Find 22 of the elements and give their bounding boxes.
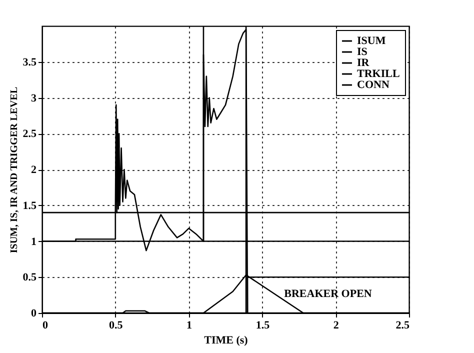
x-tick-label: 2.5 (396, 320, 410, 332)
legend-label: IS (357, 46, 368, 58)
x-tick-label: 0.5 (109, 320, 124, 332)
y-tick-label: 2.5 (22, 128, 37, 140)
x-tick-label: 1.5 (256, 320, 270, 332)
y-tick-label: 2 (31, 164, 37, 176)
annotation: BREAKER OPEN (284, 288, 372, 300)
legend-label: IR (357, 57, 370, 69)
x-tick-label: 0 (42, 320, 48, 332)
y-axis-title: ISUM, IS, IR AND TRIGGER LEVEL (8, 86, 20, 254)
x-tick-label: 2 (333, 320, 340, 332)
y-tick-label: 3.5 (22, 56, 37, 68)
legend-label: CONN (357, 79, 390, 91)
x-tick-label: 1 (186, 320, 192, 332)
y-tick-label: 0.5 (22, 272, 37, 284)
y-tick-label: 0 (31, 308, 37, 320)
y-tick-label: 3 (31, 92, 37, 104)
legend-label: TRKILL (357, 68, 400, 80)
legend-label: ISUM (357, 35, 386, 47)
x-axis-title: TIME (s) (204, 334, 248, 346)
y-tick-label: 1 (31, 236, 36, 248)
y-tick-label: 1.5 (22, 200, 37, 212)
